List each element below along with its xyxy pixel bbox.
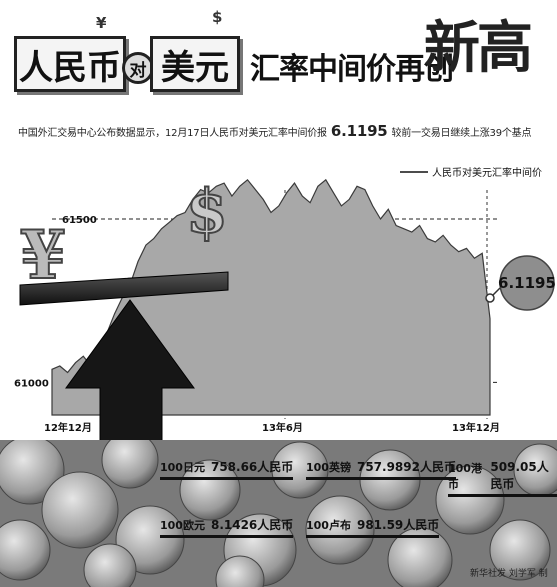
- title-middle: 汇率中间价再创: [250, 52, 454, 87]
- svg-text:¥: ¥: [20, 216, 66, 294]
- coin-background: [0, 440, 557, 587]
- coin-icon: [41, 471, 119, 549]
- x-tick-label: 13年6月: [262, 421, 303, 434]
- coin-icon: [83, 543, 137, 587]
- rate-item-jpy: 100日元 758.66人民币: [160, 458, 294, 480]
- rate-eur-lhs: 100欧元: [160, 519, 205, 532]
- x-tick-label: 12年12月: [44, 421, 92, 434]
- coin-icon: [435, 465, 505, 535]
- rate-item-eur: 100欧元 8.1426人民币: [160, 516, 294, 538]
- rate-item-rub: 100卢布 981.59人民币: [306, 516, 440, 538]
- end-value-bubble: [499, 255, 555, 311]
- y-tick-label: 61000: [14, 378, 49, 389]
- coin-icon: [271, 441, 329, 499]
- up-arrow-icon: [65, 299, 195, 450]
- dollar-icon: $: [185, 176, 229, 248]
- subtitle-after: 较前一交易日继续上涨39个基点: [391, 128, 532, 139]
- title-big: 新高: [424, 15, 533, 81]
- svg-text:$: $: [186, 177, 228, 247]
- rate-gbp-lhs: 100英镑: [306, 461, 351, 474]
- coin-icon: [215, 555, 265, 587]
- rate-rub-rhs: 981.59人民币: [356, 518, 440, 532]
- rate-jpy-rhs: 758.66人民币: [210, 460, 294, 474]
- rate-item-hkd: 100港币 509.05人民币: [448, 458, 557, 497]
- y-tick-labels: 61500 61000: [14, 215, 97, 389]
- coin-icon: [489, 519, 551, 581]
- coin-icon: [359, 449, 421, 511]
- credit-line: 新华社发 刘学军 制: [470, 569, 548, 579]
- seesaw-bar: [19, 271, 229, 306]
- y-tick-label: 61500: [62, 215, 97, 226]
- coin-icon: [101, 440, 159, 489]
- coin-icon: [387, 527, 453, 587]
- end-value-dot: [485, 293, 495, 303]
- rate-rub-lhs: 100卢布: [306, 519, 351, 532]
- title-usd: 美元: [150, 36, 240, 92]
- subtitle: 中国外汇交易中心公布数据显示，12月17日人民币对美元汇率中间价报 6.1195 较…: [18, 122, 557, 140]
- x-tick-label: 13年12月: [452, 421, 500, 434]
- title-banner: ¥ $ 人民币 对 美元 汇率中间价再创 新高: [0, 0, 557, 120]
- yen-icon: ¥: [19, 215, 67, 295]
- rate-chart: 61500 61000 12年12月 13年6月 13年12月 人民币对美元汇率中间价…: [14, 166, 556, 450]
- subtitle-value: 6.1195: [330, 122, 388, 140]
- coin-icon: [305, 495, 375, 565]
- rate-hkd-rhs: 509.05人民币: [490, 460, 549, 491]
- end-value-label: 6.1195: [498, 274, 556, 292]
- rate-hkd-lhs: 100港币: [448, 462, 482, 491]
- coin-icon: [179, 459, 241, 521]
- subtitle-before: 中国外汇交易中心公布数据显示，12月17日人民币对美元汇率中间价报: [18, 128, 327, 139]
- coin-icon: [0, 519, 51, 581]
- title-dui-circle: 对: [122, 52, 154, 84]
- rate-eur-rhs: 8.1426人民币: [210, 518, 294, 532]
- rate-gbp-rhs: 757.9892人民币: [356, 460, 456, 474]
- dollar-symbol-small: $: [212, 8, 223, 26]
- rate-item-gbp: 100英镑 757.9892人民币: [306, 458, 456, 480]
- title-rmb: 人民币: [14, 36, 126, 92]
- x-tick-labels: 12年12月 13年6月 13年12月: [44, 421, 500, 434]
- legend-label: 人民币对美元汇率中间价: [432, 166, 542, 179]
- coin-icon: [0, 440, 65, 505]
- rate-jpy-lhs: 100日元: [160, 461, 205, 474]
- yen-symbol-small: ¥: [96, 14, 107, 32]
